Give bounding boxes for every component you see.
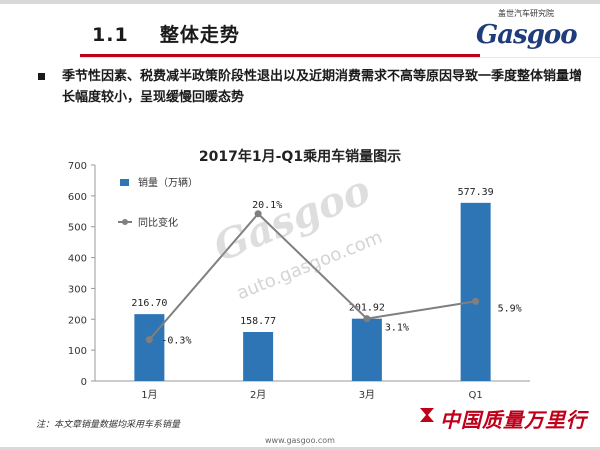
header-top-bar	[0, 0, 600, 4]
x-tick-label: 1月	[141, 389, 157, 401]
bar-Q1	[460, 202, 491, 381]
x-tick-label: 3月	[359, 389, 375, 401]
y-tick-label: 200	[68, 315, 87, 326]
footnote: 注：本文章销量数据均采用车系销量	[36, 420, 181, 430]
footer-bar	[0, 447, 600, 450]
y-tick-label: 500	[68, 223, 87, 234]
legend-marker-line	[122, 219, 128, 225]
sales-chart: 0 100 200 300 400 500 600 700 216.70 158.77 201.92…	[68, 161, 530, 401]
yoy-change-line	[148, 212, 476, 341]
x-tick-label: 2月	[250, 389, 266, 401]
header: 1.1 整体走势 盖世汽车研究院 Gasgoo	[0, 0, 600, 58]
legend-label-line: 同比变化	[138, 216, 178, 229]
bar-value-label: 158.77	[240, 316, 276, 327]
yoy-point	[145, 336, 153, 344]
quality-campaign-icon	[420, 408, 434, 422]
x-tick-label: Q1	[469, 390, 483, 401]
yoy-point	[472, 297, 480, 305]
bar-3月	[351, 318, 382, 381]
y-tick-label: 400	[68, 254, 87, 265]
logo-wordmark: Gasgoo	[476, 20, 578, 50]
gasgoo-logo: 盖世汽车研究院 Gasgoo	[472, 8, 592, 52]
y-tick-label: 100	[68, 346, 87, 357]
legend-swatch-bar	[120, 179, 129, 186]
bullet-icon	[38, 73, 45, 80]
y-tick-label: 300	[68, 284, 87, 295]
yoy-value-label: 3.1%	[385, 323, 409, 334]
yoy-point	[254, 210, 262, 218]
bar-value-label: 577.39	[458, 187, 494, 198]
chart-title: 2017年1月-Q1乘用车销量图示	[198, 149, 402, 165]
section-number: 1.1	[92, 24, 129, 46]
footer-url: www.gasgoo.com	[265, 436, 335, 445]
y-tick-label: 600	[68, 192, 87, 203]
section-title: 1.1 整体走势	[92, 20, 240, 47]
header-accent-line	[80, 54, 480, 57]
y-tick-label: 0	[81, 377, 87, 388]
yoy-value-label: 5.9%	[498, 303, 522, 314]
bar-2月	[243, 332, 274, 381]
bar-value-label: 216.70	[131, 298, 167, 309]
legend-label-bar: 销量（万辆）	[138, 176, 198, 189]
logo-subtitle: 盖世汽车研究院	[498, 9, 554, 18]
bar-1月	[134, 314, 165, 381]
yoy-value-label: 20.1%	[252, 200, 282, 211]
slogan: 中国质量万里行	[440, 408, 587, 432]
summary-paragraph: 季节性因素、税费减半政策阶段性退出以及近期消费需求不高等原因导致一季度整体销量增…	[62, 69, 583, 105]
section-title-text: 整体走势	[159, 24, 240, 46]
bar-value-label: 201.92	[349, 303, 385, 314]
yoy-point	[363, 315, 371, 323]
header-divider	[80, 57, 600, 58]
y-tick-label: 700	[68, 161, 87, 172]
yoy-value-label: -0.3%	[161, 336, 191, 347]
